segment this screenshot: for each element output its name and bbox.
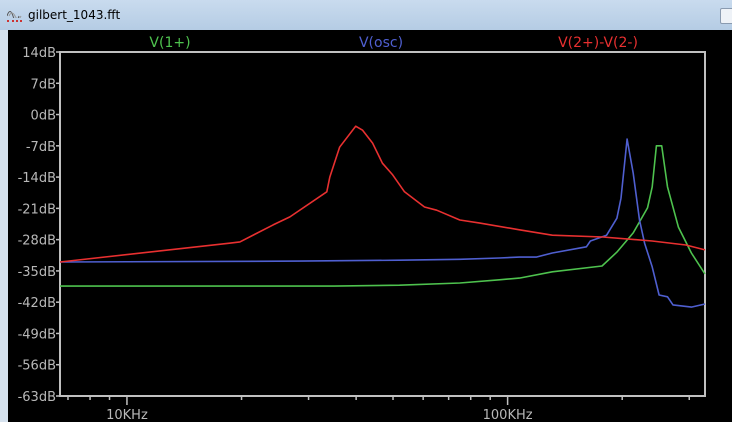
y-tick-label: -21dB [18, 202, 56, 217]
legend-label: V(osc) [359, 35, 403, 51]
x-tick-label: 10KHz [106, 408, 148, 422]
y-tick-label: 0dB [31, 109, 56, 124]
waveform-icon [7, 7, 22, 22]
y-tick-label: -49dB [18, 327, 56, 342]
series-line [59, 125, 706, 263]
y-tick-label: 7dB [31, 77, 56, 92]
series-line [59, 138, 706, 308]
legend-label: V(1+) [149, 35, 190, 51]
fft-chart: 14dB 7dB 0dB -7dB -14dB -21dB -28dB -35dB -42dB -… [18, 35, 706, 422]
plot-area[interactable]: 14dB 7dB 0dB -7dB -14dB -21dB -28dB -35dB -42dB -… [8, 30, 732, 422]
y-tick-label: -42dB [18, 296, 56, 311]
series-line [60, 145, 706, 287]
title-bar: gilbert_1043.fft [0, 0, 732, 30]
window-button[interactable] [720, 8, 732, 24]
y-tick-label: 14dB [22, 46, 56, 61]
window-title: gilbert_1043.fft [28, 8, 121, 22]
y-tick-label: -14dB [18, 171, 56, 186]
x-tick-label: 100KHz [483, 408, 533, 422]
plot-frame [59, 51, 706, 397]
y-tick-label: -35dB [18, 265, 56, 280]
y-tick-label: -63dB [18, 390, 56, 405]
y-tick-label: -28dB [18, 234, 56, 249]
y-tick-label: -56dB [18, 359, 56, 374]
legend-label: V(2+)-V(2-) [558, 35, 638, 51]
y-tick-label: -7dB [26, 140, 56, 155]
